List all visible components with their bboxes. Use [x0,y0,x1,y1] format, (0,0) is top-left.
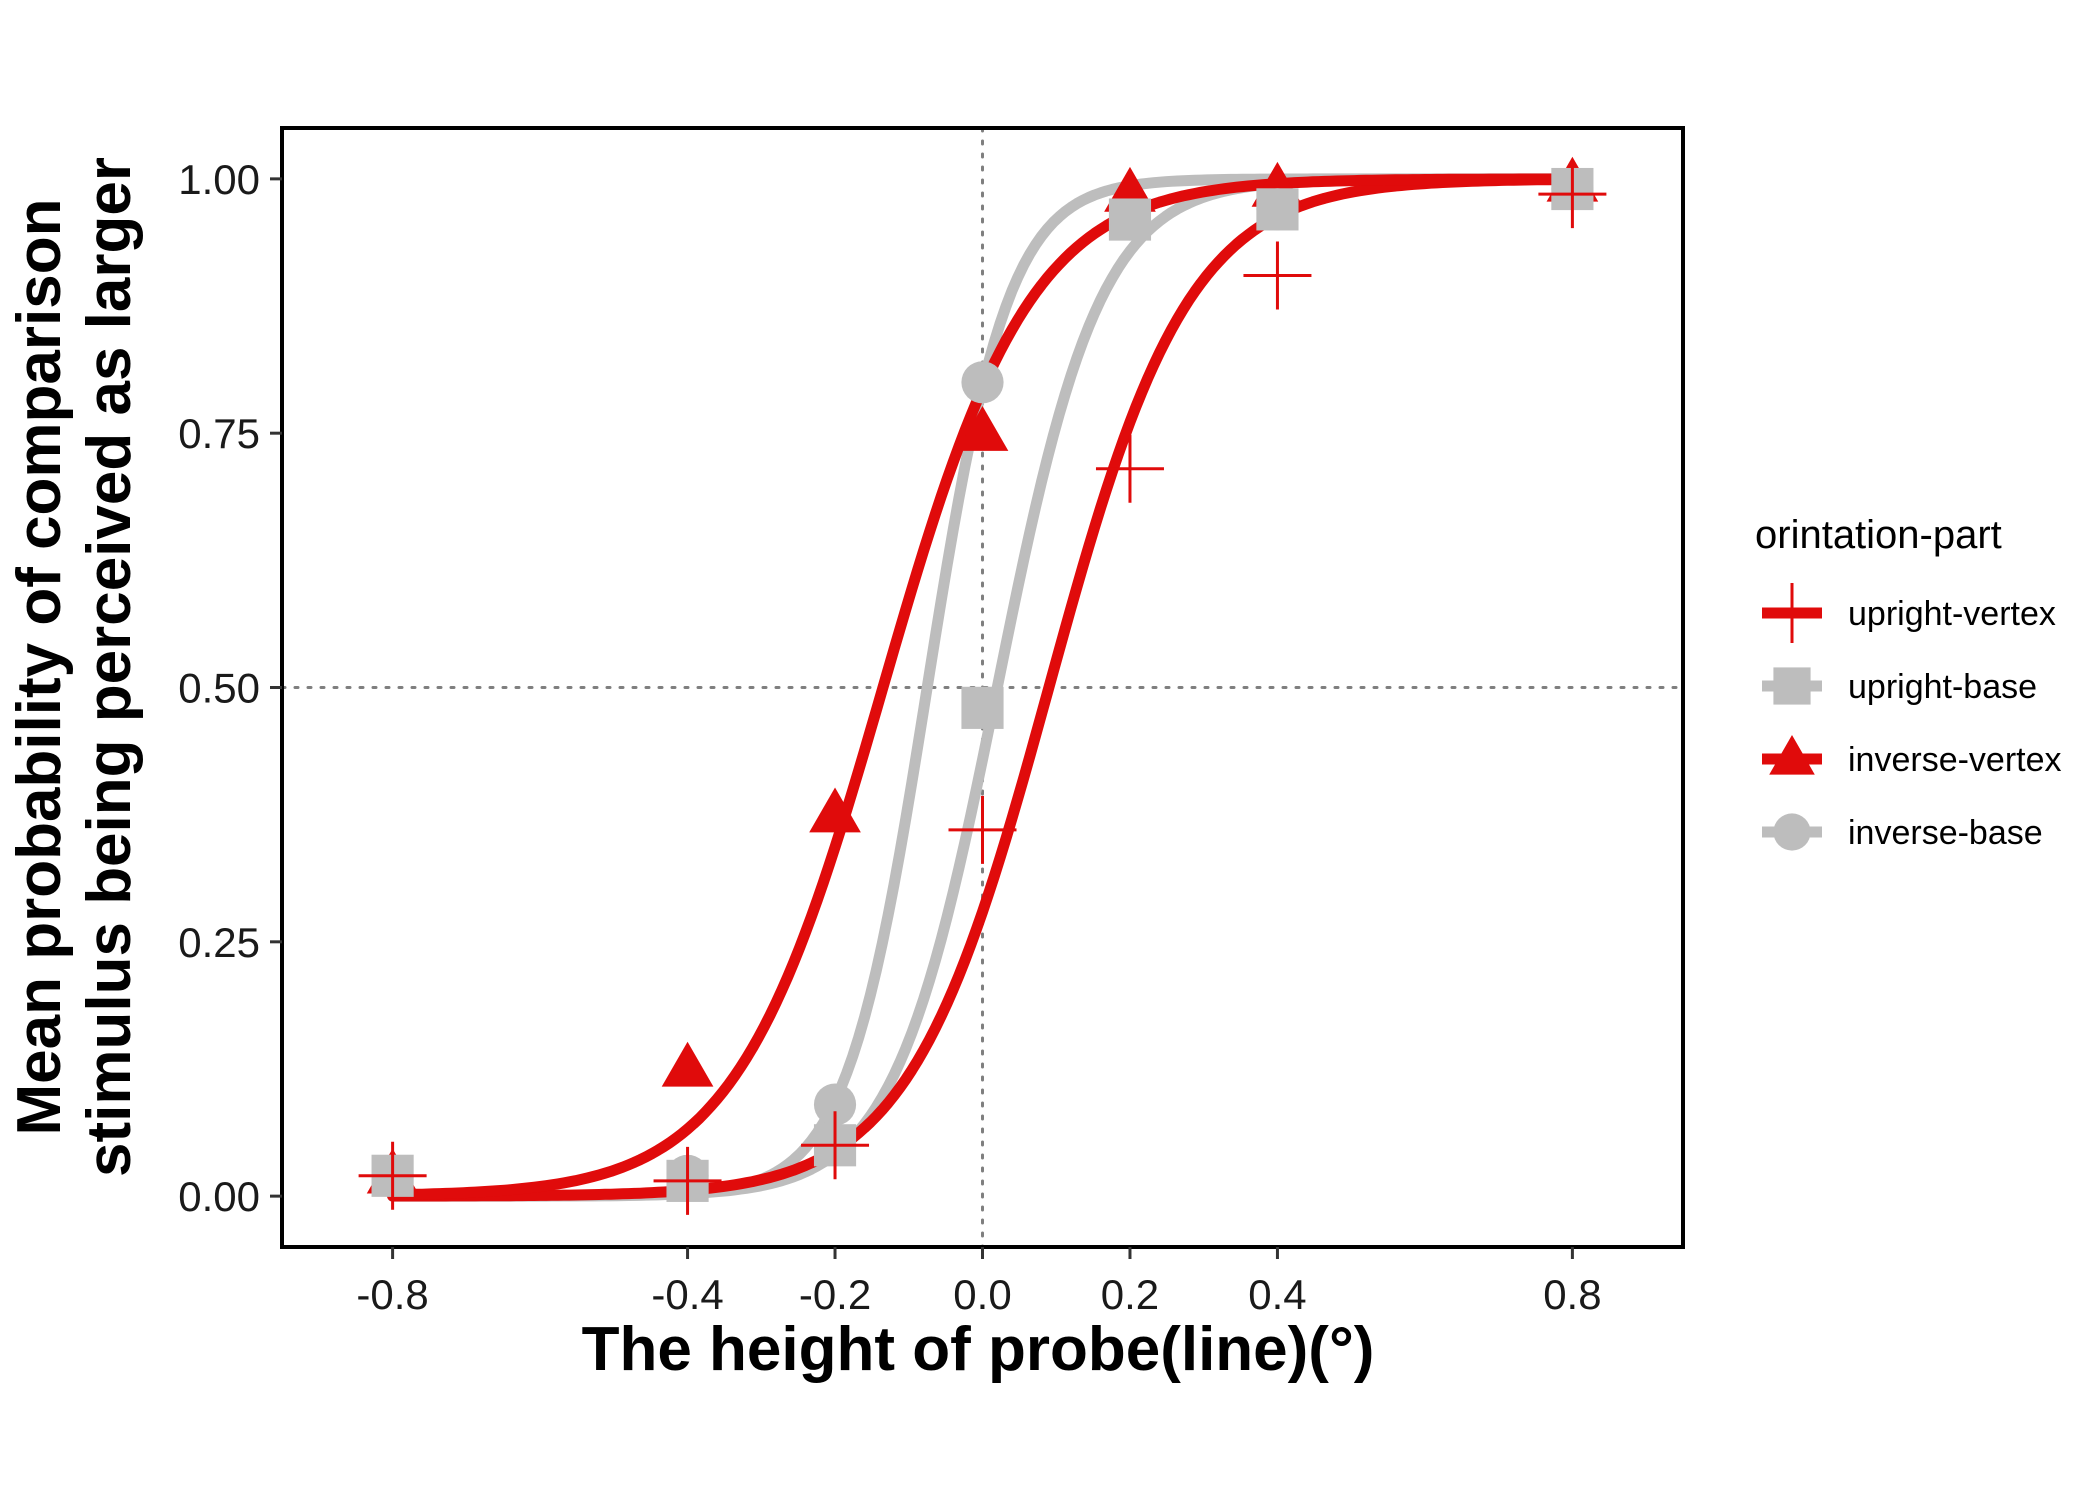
y-tick-label-4: 1.00 [178,156,260,203]
point-upright-vertex-0 [358,1141,427,1210]
legend-title: orintation-part [1755,513,2002,557]
x-axis-title: The height of probe(line)(°) [582,1315,1375,1384]
legend-item-upright-base: upright-base [1762,667,2037,706]
plot-layer: -0.8 -0.4 -0.2 0.0 0.2 0.4 0.8 0.00 0.25 0.50 0.75… [178,126,1685,1318]
y-axis-title-line-2: stimulus being perceived as larger [75,157,144,1177]
legend-key-marker-inverse-vertex [1769,735,1815,775]
x-tick-label-1: -0.4 [651,1271,723,1318]
point-upright-vertex-4 [1095,434,1164,503]
legend-key-marker-upright-base [1773,667,1811,705]
point-upright-base-4 [1108,198,1152,241]
point-upright-vertex-5 [1243,241,1312,310]
point-upright-vertex-3 [948,795,1017,864]
legend-label-upright-base: upright-base [1848,668,2037,706]
x-tick-label-4: 0.2 [1101,1271,1159,1318]
point-upright-base-5 [1256,188,1299,231]
legend-item-inverse-vertex: inverse-vertex [1762,735,2062,779]
legend-label-inverse-vertex: inverse-vertex [1848,741,2062,779]
fit-curve-upright-vertex [387,173,1578,1202]
x-tick-label-2: -0.2 [799,1271,871,1318]
point-inverse-vertex-2 [809,787,861,833]
y-tick-label-2: 0.50 [178,665,260,712]
x-tick-label-6: 0.8 [1543,1271,1601,1318]
legend-label-inverse-base: inverse-base [1848,814,2043,852]
x-tick-label-0: -0.8 [356,1271,428,1318]
y-tick-label-3: 0.75 [178,410,260,457]
point-upright-vertex-2 [801,1111,870,1180]
y-tick-label-1: 0.25 [178,919,260,966]
legend-key-marker-upright-vertex [1762,583,1822,643]
legend-label-upright-vertex: upright-vertex [1848,595,2056,633]
legend: orintation-part upright-vertex upright-ba… [1755,513,2062,852]
point-upright-vertex-1 [653,1146,722,1215]
legend-item-inverse-base: inverse-base [1762,813,2043,852]
y-axis-title-line-1: Mean probability of comparison [5,199,74,1136]
point-upright-vertex-6 [1538,160,1607,229]
x-tick-label-5: 0.4 [1248,1271,1306,1318]
point-inverse-vertex-3 [956,405,1009,451]
point-upright-base-3 [961,686,1004,729]
legend-item-upright-vertex: upright-vertex [1762,583,2056,643]
point-inverse-base-2 [813,1083,857,1126]
point-inverse-vertex-1 [661,1041,714,1087]
point-inverse-base-3 [961,361,1004,404]
y-tick-label-0: 0.00 [178,1173,260,1220]
legend-key-marker-inverse-base [1773,813,1811,851]
x-tick-label-3: 0.0 [953,1271,1011,1318]
